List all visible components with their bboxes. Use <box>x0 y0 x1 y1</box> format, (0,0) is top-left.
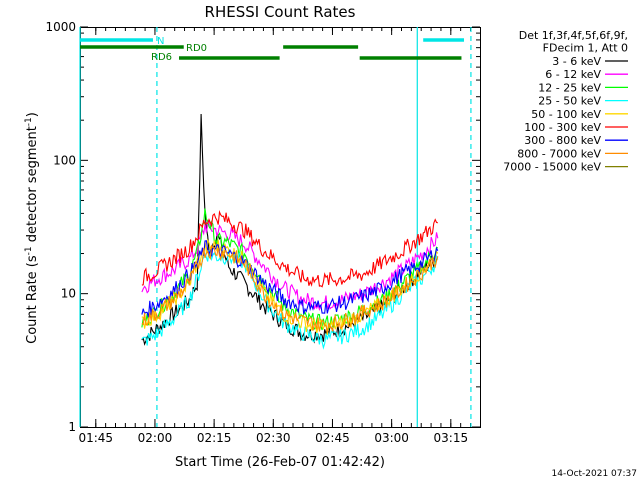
legend-label: 300 - 800 keV <box>524 134 601 147</box>
y-axis-label-end: ) <box>25 112 40 117</box>
series-100-300-kev <box>141 210 438 288</box>
x-tick-label: 01:45 <box>78 431 113 445</box>
x-tick-label: 02:00 <box>138 431 173 445</box>
legend-label: 12 - 25 keV <box>538 81 601 94</box>
legend-header: Det 1f,3f,4f,5f,6f,9f, <box>519 29 628 42</box>
legend-label: 25 - 50 keV <box>538 95 601 108</box>
legend-label: 7000 - 15000 keV <box>503 161 601 174</box>
state-label-n: N <box>157 36 164 47</box>
x-tick-label: 02:45 <box>315 431 350 445</box>
y-tick-label: 10 <box>61 287 76 301</box>
series-6-12-kev <box>141 218 439 312</box>
y-tick-label: 1 <box>68 420 76 434</box>
timestamp: 14-Oct-2021 07:37 <box>552 469 637 479</box>
y-axis-label: Count Rate (s-1 detector segment-1) <box>24 112 40 344</box>
x-tick-label: 03:15 <box>434 431 469 445</box>
state-label-rd0: RD0 <box>186 43 207 54</box>
y-axis-label-main: Count Rate (s <box>25 255 40 344</box>
x-axis-label: Start Time (26-Feb-07 01:42:42) <box>175 455 385 470</box>
series-800-7000-kev <box>141 244 439 333</box>
plot-frame <box>80 27 481 428</box>
x-tick-label: 03:00 <box>374 431 409 445</box>
x-tick-label: 02:30 <box>256 431 291 445</box>
chart-title: RHESSI Count Rates <box>205 3 356 21</box>
legend-label: 100 - 300 keV <box>524 121 601 134</box>
y-axis-label-sup2: -1 <box>24 117 34 126</box>
legend-header: FDecim 1, Att 0 <box>543 42 628 55</box>
legend-label: 6 - 12 keV <box>545 68 601 81</box>
y-axis-label-mid: detector segment <box>25 126 40 246</box>
y-tick-label: 100 <box>53 153 76 167</box>
series-300-800-kev <box>141 240 439 318</box>
state-label-rd6: RD6 <box>151 52 172 63</box>
legend-label: 3 - 6 keV <box>552 55 601 68</box>
legend-label: 50 - 100 keV <box>531 108 601 121</box>
y-axis-label-sup1: -1 <box>24 246 34 255</box>
legend-label: 800 - 7000 keV <box>517 147 601 160</box>
y-tick-label: 1000 <box>45 20 76 34</box>
x-tick-label: 02:15 <box>197 431 232 445</box>
